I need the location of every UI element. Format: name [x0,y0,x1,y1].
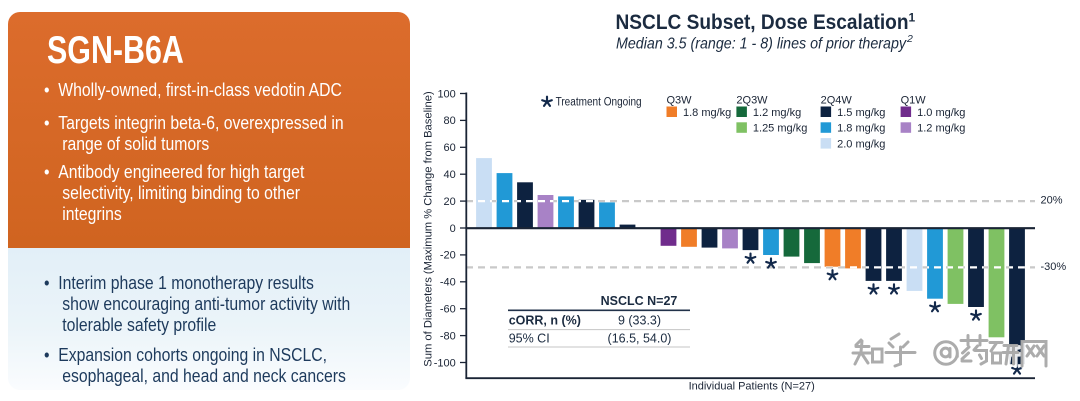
svg-text:20: 20 [444,196,456,208]
svg-text:95% CI: 95% CI [509,332,550,346]
svg-text:1.2 mg/kg: 1.2 mg/kg [753,107,801,119]
svg-text:Median 3.5 (range: 1 - 8) line: Median 3.5 (range: 1 - 8) lines of prior… [616,36,907,53]
svg-text:Q1W: Q1W [901,94,927,106]
svg-text:Sum of Diameters (Maximum % Ch: Sum of Diameters (Maximum % Change from … [423,91,435,367]
svg-text:1.0 mg/kg: 1.0 mg/kg [917,107,965,119]
svg-text:Individual Patients (N=27): Individual Patients (N=27) [689,381,815,393]
svg-text:2Q3W: 2Q3W [736,94,768,106]
svg-text:-60: -60 [440,304,456,316]
svg-text:20%: 20% [1041,195,1063,207]
svg-text:NSCLC N=27: NSCLC N=27 [601,294,678,308]
svg-text:2.0 mg/kg: 2.0 mg/kg [837,138,885,150]
svg-text:60: 60 [444,142,456,154]
svg-text:-80: -80 [440,330,456,342]
svg-text:-30%: -30% [1041,261,1067,273]
svg-text:2Q4W: 2Q4W [821,94,853,106]
svg-text:Treatment Ongoing: Treatment Ongoing [556,96,642,108]
svg-text:cORR, n (%): cORR, n (%) [509,313,581,327]
svg-text:NSCLC Subset, Dose Escalation: NSCLC Subset, Dose Escalation [616,11,909,34]
svg-text:0: 0 [450,223,456,235]
svg-text:-40: -40 [440,277,456,289]
svg-text:2: 2 [906,33,913,45]
svg-text:1.2 mg/kg: 1.2 mg/kg [917,123,965,135]
svg-text:(16.5, 54.0): (16.5, 54.0) [608,332,672,346]
svg-text:-20: -20 [440,250,456,262]
svg-text:1.8 mg/kg: 1.8 mg/kg [683,107,731,119]
svg-text:100: 100 [437,88,455,100]
svg-text:1.25 mg/kg: 1.25 mg/kg [753,123,807,135]
svg-text:80: 80 [444,115,456,127]
svg-text:1.5 mg/kg: 1.5 mg/kg [837,107,885,119]
svg-text:1: 1 [909,11,916,25]
svg-text:1.8 mg/kg: 1.8 mg/kg [837,123,885,135]
svg-text:40: 40 [444,169,456,181]
svg-text:9 (33.3): 9 (33.3) [618,313,661,327]
svg-text:-100: -100 [434,357,456,369]
svg-text:Q3W: Q3W [667,94,693,106]
